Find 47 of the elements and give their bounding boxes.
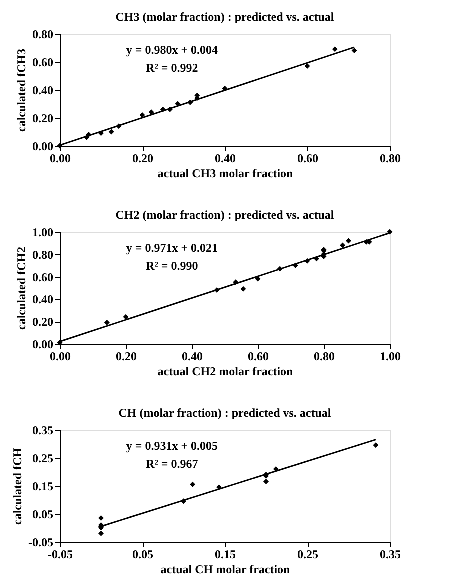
x-tick-label: 0.80 bbox=[314, 350, 335, 364]
y-tick-label: 0.40 bbox=[32, 292, 54, 307]
x-tick-label: 0.80 bbox=[380, 152, 401, 166]
x-tick-label: 0.40 bbox=[215, 152, 236, 166]
y-tick-label: 0.05 bbox=[32, 508, 54, 522]
y-tick-label: 0.80 bbox=[32, 28, 54, 42]
y-tick-label: 0.00 bbox=[32, 140, 54, 154]
chart-title: CH (molar fraction) : predicted vs. actual bbox=[118, 406, 332, 420]
x-tick-label: 0.25 bbox=[298, 548, 318, 562]
y-tick-label: 0.35 bbox=[32, 424, 54, 438]
x-tick-label: -0.05 bbox=[48, 548, 73, 562]
x-tick-label: 0.15 bbox=[215, 548, 236, 562]
x-tick-label: 0.60 bbox=[298, 152, 318, 166]
x-tick-label: 0.20 bbox=[116, 350, 137, 364]
y-tick-label: 0.15 bbox=[32, 480, 54, 494]
x-axis-title: actual CH molar fraction bbox=[160, 562, 291, 576]
annotation: R² = 0.990 bbox=[146, 259, 198, 273]
x-tick-label: 0.20 bbox=[132, 152, 154, 166]
y-tick-label: 1.00 bbox=[32, 226, 54, 240]
annotation: y = 0.931x + 0.005 bbox=[126, 439, 218, 453]
y-tick-label: 0.40 bbox=[32, 84, 54, 98]
x-tick-label: 0.00 bbox=[50, 350, 71, 364]
x-axis-title: actual CH3 molar fraction bbox=[158, 166, 294, 180]
annotation: R² = 0.967 bbox=[146, 457, 198, 471]
annotation: y = 0.980x + 0.004 bbox=[126, 43, 218, 57]
y-tick-label: 0.80 bbox=[32, 248, 54, 262]
y-tick-label: 0.20 bbox=[32, 315, 54, 330]
chart-title: CH3 (molar fraction) : predicted vs. actual bbox=[116, 10, 335, 24]
y-tick-label: 0.00 bbox=[32, 338, 54, 352]
x-tick-label: 0.05 bbox=[132, 548, 154, 562]
y-axis-title: calculated fCH3 bbox=[14, 49, 28, 132]
x-tick-label: 0.40 bbox=[182, 350, 203, 364]
y-tick-label: 0.25 bbox=[32, 452, 54, 466]
chart-title: CH2 (molar fraction) : predicted vs. actual bbox=[116, 208, 335, 222]
y-tick-label: -0.05 bbox=[28, 536, 54, 550]
x-tick-label: 1.00 bbox=[380, 350, 401, 364]
x-tick-label: 0.00 bbox=[50, 152, 71, 166]
x-tick-label: 0.60 bbox=[248, 350, 269, 364]
x-tick-label: 0.35 bbox=[380, 548, 401, 562]
y-axis-title: calculated fCH bbox=[10, 447, 25, 525]
y-tick-label: 0.20 bbox=[32, 112, 54, 126]
annotation: y = 0.971x + 0.021 bbox=[126, 241, 218, 255]
annotation: R² = 0.992 bbox=[146, 61, 198, 75]
y-tick-label: 0.60 bbox=[32, 56, 54, 70]
x-axis-title: actual CH2 molar fraction bbox=[158, 364, 294, 378]
y-axis-title: calculated fCH2 bbox=[14, 247, 28, 330]
y-tick-label: 0.60 bbox=[32, 270, 54, 284]
